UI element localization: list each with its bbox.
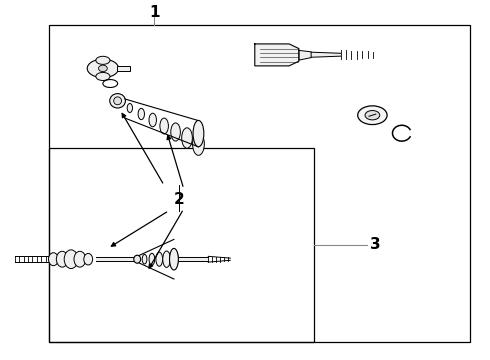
Ellipse shape — [171, 123, 180, 141]
Ellipse shape — [193, 132, 204, 156]
Polygon shape — [96, 257, 137, 261]
Ellipse shape — [365, 111, 380, 120]
Ellipse shape — [142, 255, 147, 264]
Ellipse shape — [156, 252, 163, 266]
Text: 3: 3 — [370, 237, 381, 252]
Ellipse shape — [96, 72, 110, 81]
Ellipse shape — [87, 59, 119, 78]
Ellipse shape — [170, 250, 178, 269]
Ellipse shape — [170, 248, 178, 270]
Ellipse shape — [163, 251, 171, 267]
Ellipse shape — [149, 113, 156, 127]
Ellipse shape — [182, 128, 193, 148]
Bar — [49, 148, 314, 342]
Ellipse shape — [49, 253, 58, 266]
Ellipse shape — [56, 251, 68, 267]
Ellipse shape — [110, 94, 125, 108]
Ellipse shape — [358, 106, 387, 125]
Text: 1: 1 — [149, 5, 160, 20]
Bar — [49, 25, 470, 342]
Ellipse shape — [114, 97, 122, 105]
Ellipse shape — [149, 253, 155, 265]
Ellipse shape — [96, 56, 110, 64]
Ellipse shape — [135, 256, 139, 263]
Ellipse shape — [64, 250, 78, 269]
Text: 2: 2 — [173, 192, 184, 207]
Circle shape — [98, 65, 107, 72]
Ellipse shape — [127, 104, 132, 112]
Ellipse shape — [193, 121, 204, 147]
Polygon shape — [177, 257, 208, 261]
Ellipse shape — [74, 251, 86, 267]
Polygon shape — [311, 52, 341, 57]
Polygon shape — [299, 50, 311, 60]
Polygon shape — [255, 44, 299, 66]
Ellipse shape — [160, 118, 169, 134]
Ellipse shape — [134, 255, 141, 263]
Bar — [117, 66, 129, 71]
Ellipse shape — [138, 108, 145, 120]
Ellipse shape — [84, 253, 93, 265]
